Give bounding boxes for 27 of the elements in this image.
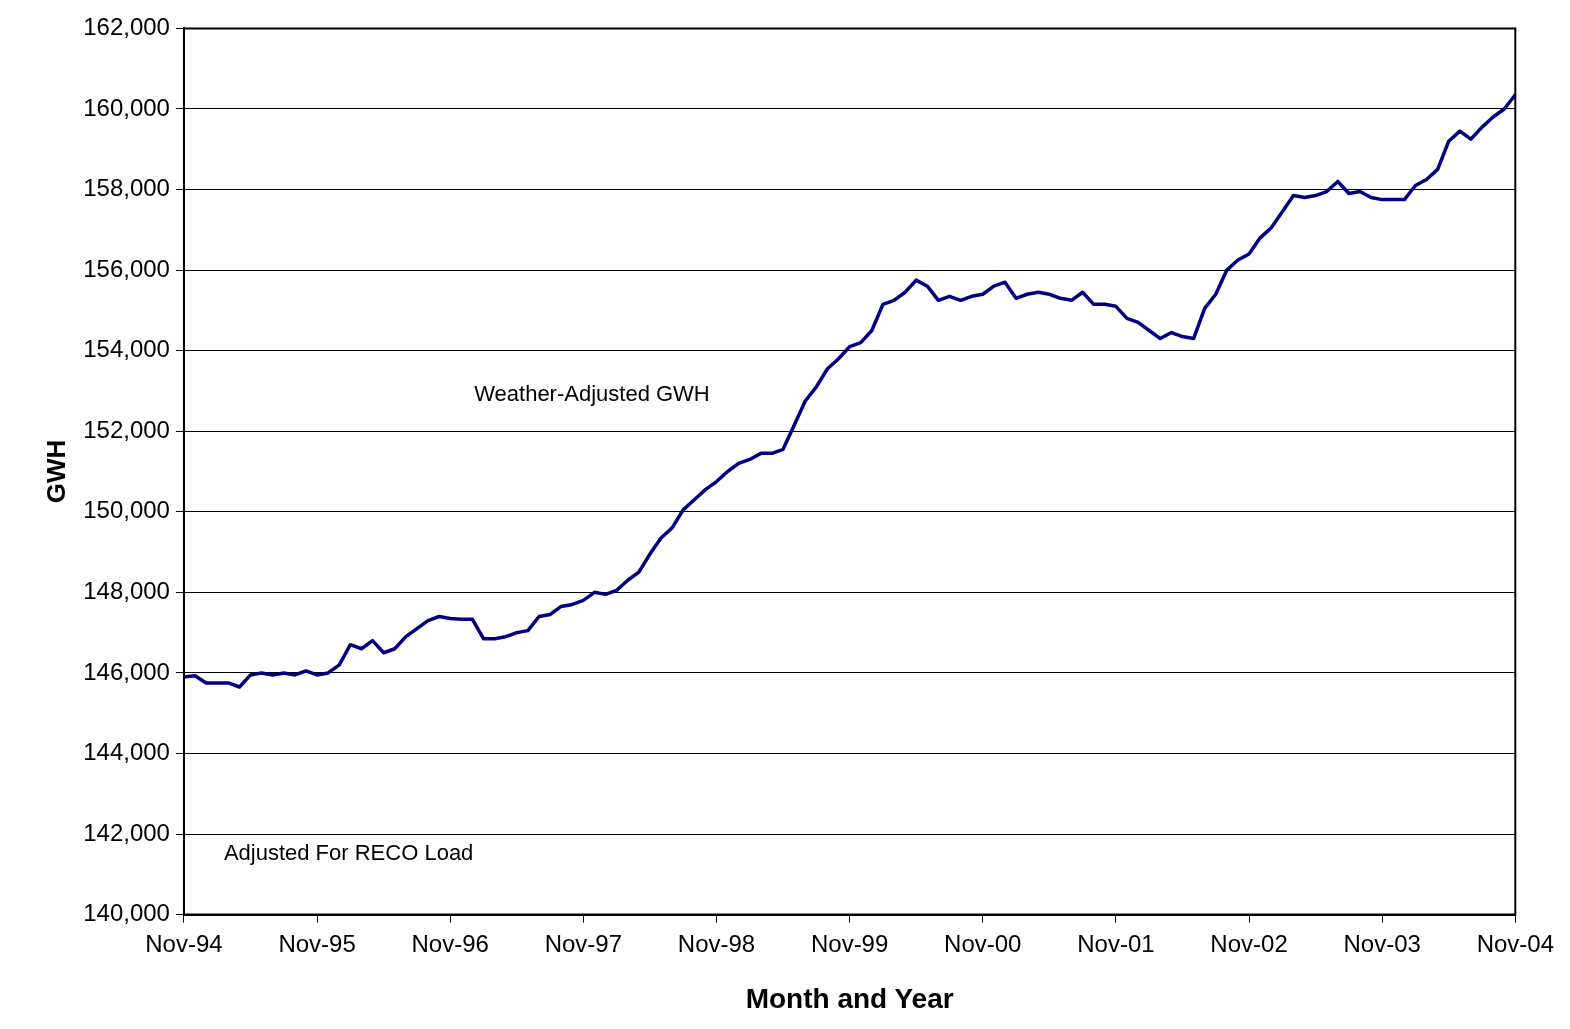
y-tick-label: 162,000 (83, 13, 170, 41)
x-tick-label: Nov-97 (544, 929, 623, 957)
y-tick-label: 148,000 (83, 576, 170, 604)
y-tick-label: 158,000 (83, 174, 170, 202)
x-tick-label: Nov-95 (278, 929, 356, 957)
x-tick-label: Nov-96 (411, 929, 489, 957)
x-axis-title: Month and Year (745, 982, 954, 1014)
x-tick-label: Nov-94 (145, 929, 223, 957)
y-tick-label: 154,000 (83, 335, 170, 363)
x-tick-label: Nov-99 (810, 929, 889, 957)
y-tick-label: 150,000 (83, 496, 170, 524)
y-tick-label: 160,000 (83, 93, 170, 121)
x-tick-label: Nov-98 (677, 929, 756, 957)
y-tick-label: 152,000 (83, 415, 170, 443)
text: Weather-Adjusted GWH (474, 381, 710, 407)
y-tick-label: 140,000 (83, 899, 170, 927)
x-tick-label: Nov-01 (1077, 929, 1155, 957)
x-tick-label: Nov-02 (1210, 929, 1288, 957)
annotation: Adjusted For RECO Load (223, 839, 474, 865)
y-tick-label: 144,000 (83, 738, 170, 766)
x-tick-label: Nov-03 (1343, 929, 1421, 957)
y-axis-title: GWH (40, 439, 71, 504)
y-tick-label: 156,000 (83, 254, 170, 282)
x-tick-label: Nov-00 (944, 929, 1022, 957)
y-tick-label: 142,000 (83, 818, 170, 846)
y-tick-label: 146,000 (83, 657, 170, 685)
x-tick-label: Nov-04 (1476, 929, 1554, 957)
